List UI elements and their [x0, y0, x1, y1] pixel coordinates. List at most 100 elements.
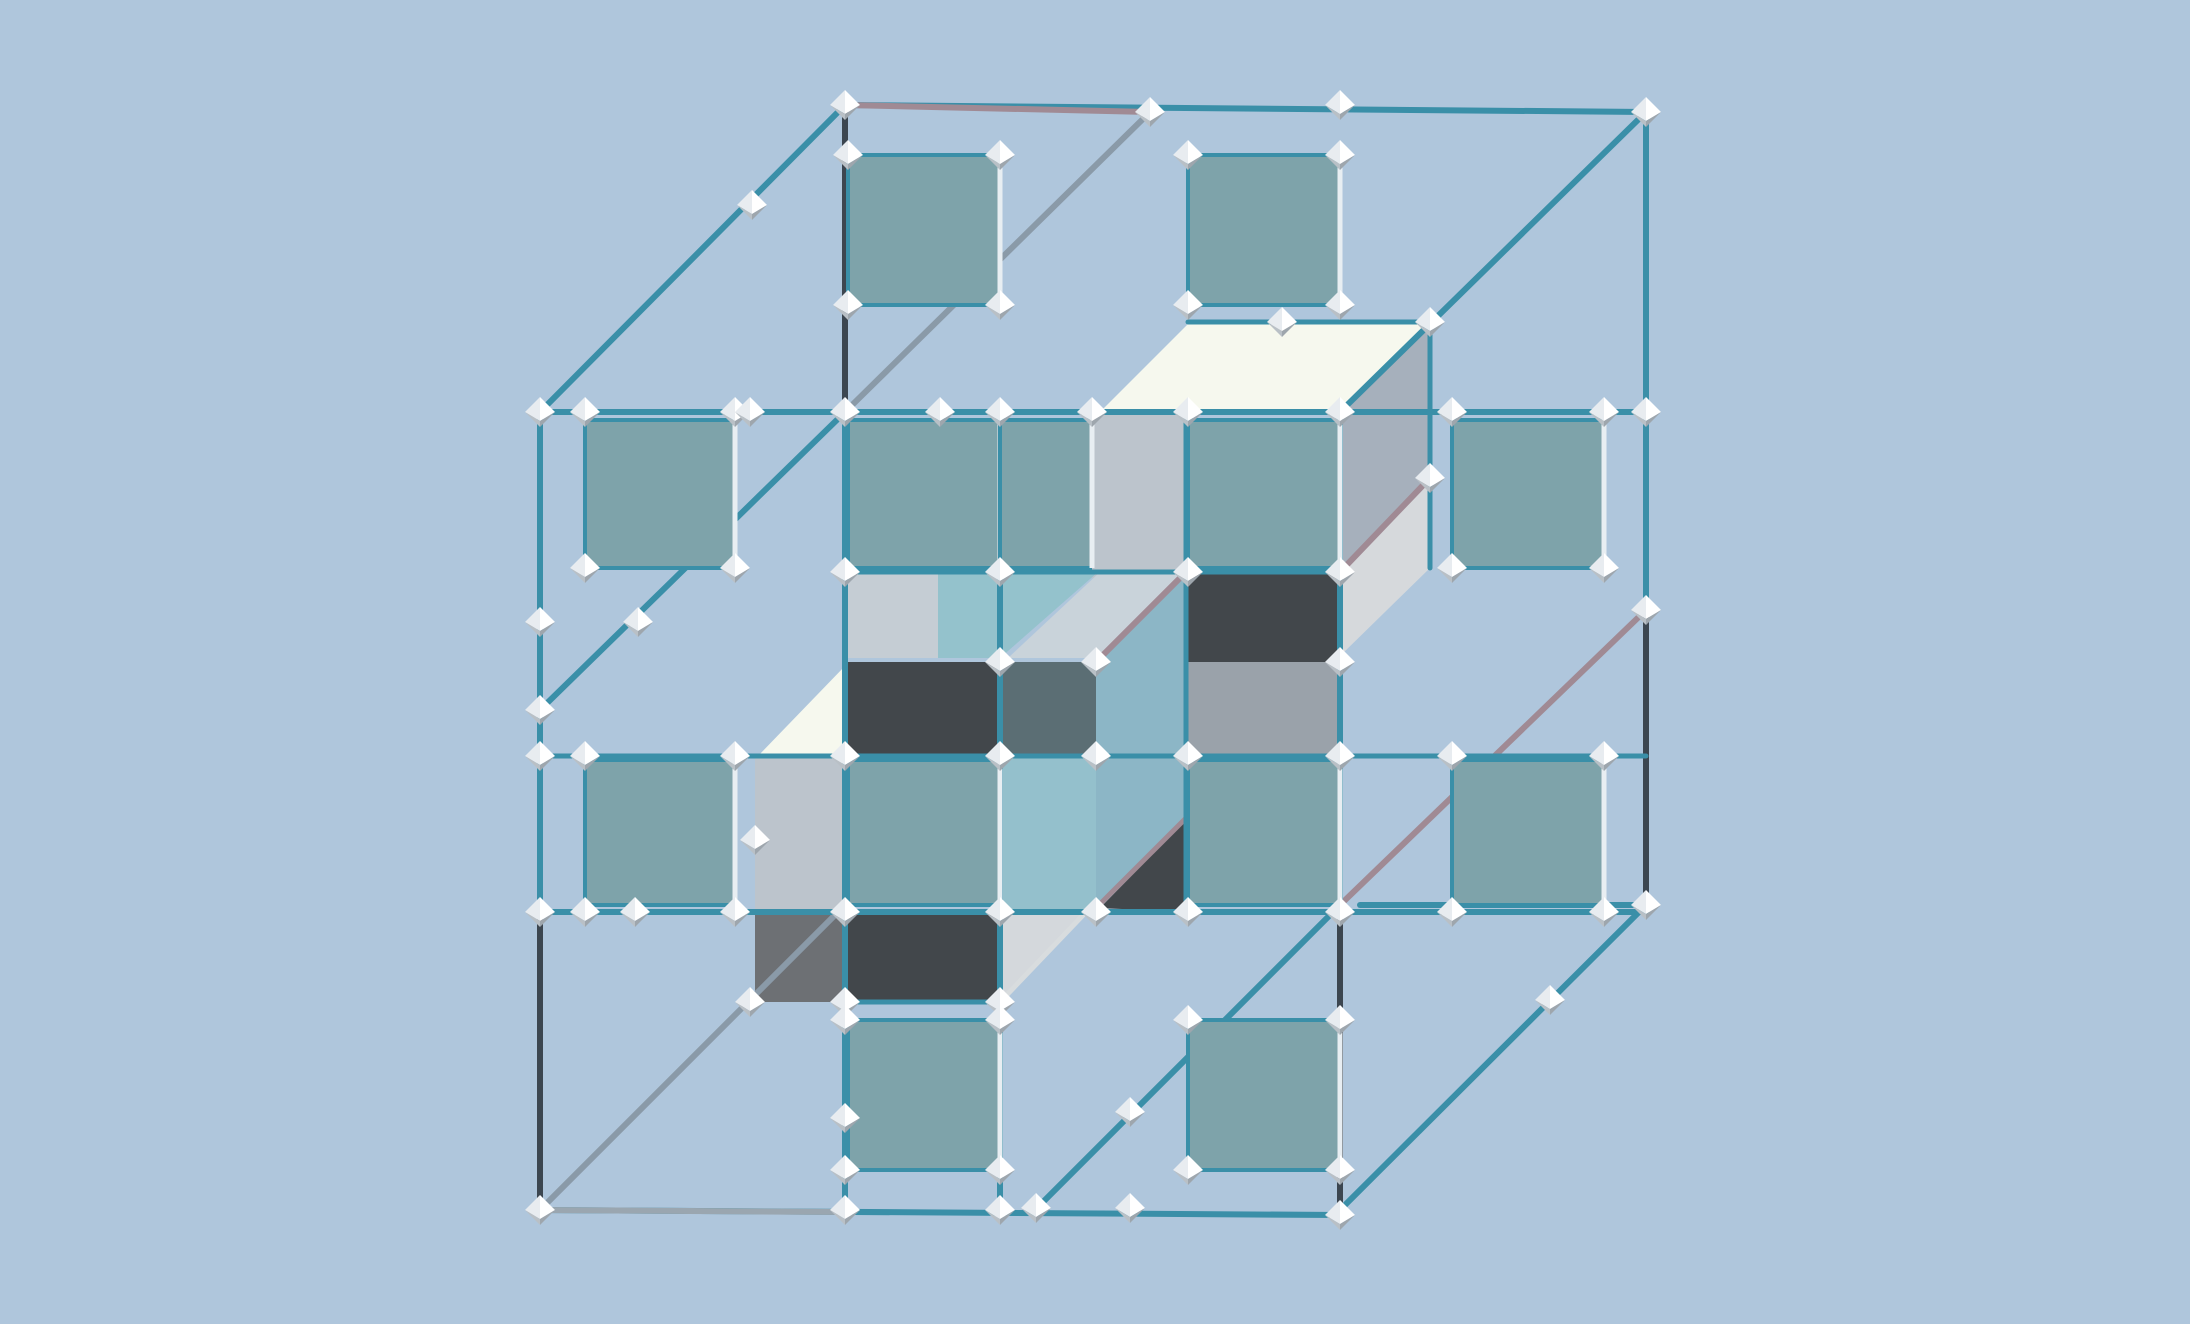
vertex-marker-73-hi	[1188, 1005, 1203, 1029]
vertex-marker-86-hi	[1130, 1193, 1145, 1217]
vertex-marker-41-mid	[985, 647, 1000, 671]
vertex-marker-77-shade	[1130, 1112, 1145, 1127]
vertex-marker-21-lo	[925, 412, 940, 427]
vertex-marker-28-shade	[1646, 412, 1661, 427]
vertex-marker-7-shade	[1188, 155, 1203, 170]
vertex-marker-43-mid	[1325, 647, 1340, 671]
vertex-marker-62-mid	[1081, 897, 1096, 921]
vertex-marker-36-shade	[1452, 568, 1467, 583]
vertex-marker-50-shade	[1096, 756, 1111, 771]
vertex-marker-87-mid	[1325, 1200, 1340, 1224]
vertex-marker-39-lo	[623, 622, 638, 637]
vertex-marker-58-hi	[635, 897, 650, 921]
vertex-marker-58-shade	[635, 912, 650, 927]
vertex-marker-66-mid	[1589, 897, 1604, 921]
vertex-marker-44-hi	[540, 695, 555, 719]
vertex-marker-32-shade	[845, 572, 860, 587]
vertex-marker-25-shade	[1340, 412, 1355, 427]
vertex-marker-80-lo	[1173, 1170, 1188, 1185]
vertex-marker-46-shade	[585, 756, 600, 771]
vertex-marker-48-mid	[830, 741, 845, 765]
vertex-marker-16-lo	[525, 412, 540, 427]
vertex-marker-10-mid	[833, 290, 848, 314]
vertex-marker-11-mid	[985, 290, 1000, 314]
vertex-marker-81-lo	[1325, 1170, 1340, 1185]
vertex-marker-57-mid	[570, 897, 585, 921]
vertex-marker-4-lo	[1631, 112, 1646, 127]
vertex-marker-13-shade	[1340, 305, 1355, 320]
vertex-marker-22-mid	[985, 397, 1000, 421]
vertex-marker-22-shade	[1000, 412, 1015, 427]
vertex-marker-56-mid	[525, 897, 540, 921]
vertex-marker-10-shade	[848, 305, 863, 320]
vertex-marker-78-mid	[830, 1155, 845, 1179]
vertex-marker-86-shade	[1130, 1208, 1145, 1223]
vertex-marker-64-lo	[1325, 912, 1340, 927]
vertex-marker-41-shade	[1000, 662, 1015, 677]
vertex-marker-80-mid	[1173, 1155, 1188, 1179]
vertex-marker-58-mid	[620, 897, 635, 921]
vertex-marker-82-mid	[525, 1195, 540, 1219]
vertex-marker-41-hi	[1000, 647, 1015, 671]
vertex-marker-57-hi	[585, 897, 600, 921]
vertex-marker-55-lo	[740, 840, 755, 855]
vertex-marker-67-hi	[1646, 890, 1661, 914]
vertex-marker-80-hi	[1188, 1155, 1203, 1179]
vertex-marker-14-shade	[1282, 322, 1297, 337]
vertex-marker-59-lo	[720, 912, 735, 927]
vertex-marker-30-hi	[585, 553, 600, 577]
vertex-marker-69-hi	[845, 987, 860, 1011]
vertex-marker-51-hi	[1188, 741, 1203, 765]
solid-faces-layer	[755, 322, 1430, 1002]
vertex-marker-69-mid	[830, 987, 845, 1011]
vertex-marker-84-lo	[985, 1210, 1000, 1225]
vertex-marker-39-hi	[638, 607, 653, 631]
vertex-marker-75-lo	[1535, 1000, 1550, 1015]
edge-depth-top-right	[1337, 109, 1649, 415]
vertex-marker-50-lo	[1081, 756, 1096, 771]
vertex-marker-39-mid	[623, 607, 638, 631]
vertex-marker-86-lo	[1115, 1208, 1130, 1223]
vertex-markers-layer	[525, 90, 1661, 1230]
vertex-marker-73-shade	[1188, 1020, 1203, 1035]
vertex-marker-35-shade	[1340, 572, 1355, 587]
vertex-marker-53-hi	[1452, 741, 1467, 765]
vertex-marker-27-lo	[1589, 412, 1604, 427]
vertex-marker-29-hi	[1430, 463, 1445, 487]
vertex-marker-12-hi	[1188, 290, 1203, 314]
vertex-marker-13-lo	[1325, 305, 1340, 320]
vertex-marker-54-lo	[1589, 756, 1604, 771]
vertex-marker-64-hi	[1340, 897, 1355, 921]
vertex-marker-63-shade	[1188, 912, 1203, 927]
vertex-marker-72-lo	[985, 1020, 1000, 1035]
vertex-marker-14-mid	[1267, 307, 1282, 331]
vertex-marker-20-hi	[845, 397, 860, 421]
vertex-marker-30-mid	[570, 553, 585, 577]
vertex-marker-34-mid	[1173, 557, 1188, 581]
vertex-marker-27-shade	[1604, 412, 1619, 427]
vertex-marker-67-mid	[1631, 890, 1646, 914]
vertex-marker-3-hi	[1340, 90, 1355, 114]
vertex-marker-75-hi	[1550, 985, 1565, 1009]
panel-back-top-left	[848, 155, 1000, 305]
vertex-marker-87-hi	[1340, 1200, 1355, 1224]
vertex-marker-31-lo	[720, 568, 735, 583]
vertex-marker-74-lo	[1325, 1020, 1340, 1035]
vertex-marker-16-mid	[525, 397, 540, 421]
vertex-marker-46-mid	[570, 741, 585, 765]
vertex-marker-81-hi	[1340, 1155, 1355, 1179]
vertex-marker-77-lo	[1115, 1112, 1130, 1127]
vertex-marker-5-lo	[833, 155, 848, 170]
vertex-marker-63-lo	[1173, 912, 1188, 927]
dark-panel-upper-right	[1186, 572, 1340, 662]
vertex-marker-74-mid	[1325, 1005, 1340, 1029]
upper-block-front-left	[1090, 412, 1188, 578]
vertex-marker-67-shade	[1646, 905, 1661, 920]
vertex-marker-55-shade	[755, 840, 770, 855]
vertex-marker-31-hi	[735, 553, 750, 577]
upper-block-right-side	[1340, 322, 1430, 572]
vertex-marker-55-mid	[740, 825, 755, 849]
vertex-marker-33-lo	[985, 572, 1000, 587]
